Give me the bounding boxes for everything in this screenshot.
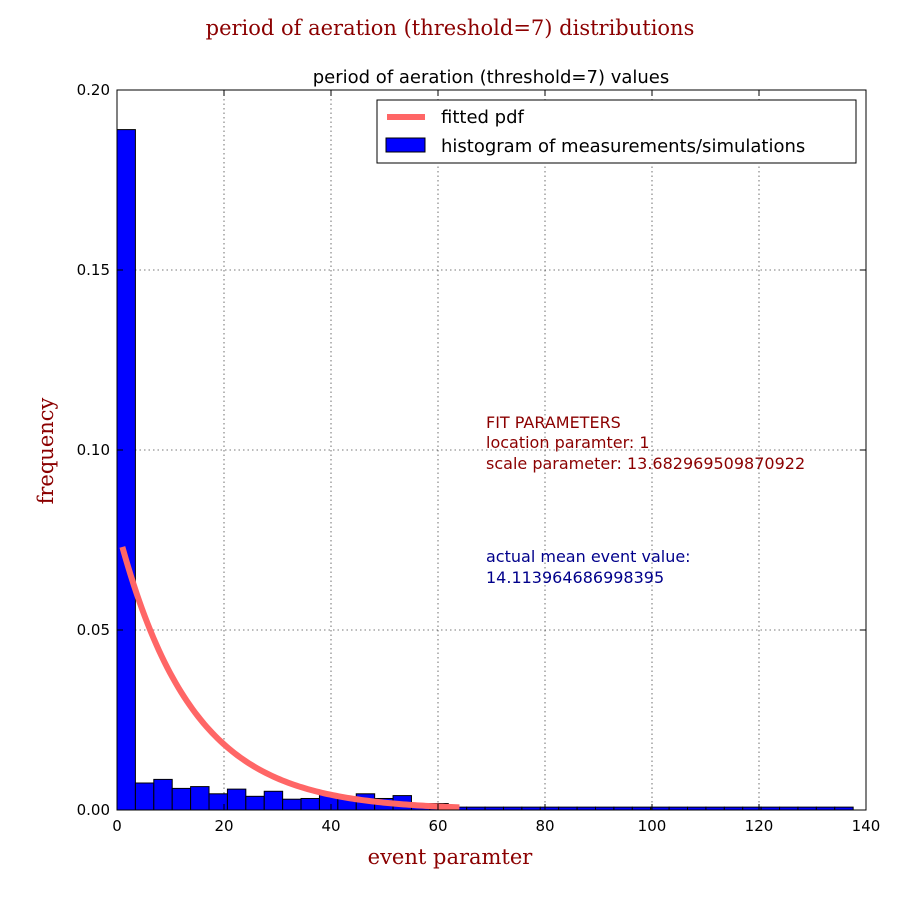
fit-parameters-header: FIT PARAMETERS (486, 413, 621, 432)
histogram-bar (226, 788, 247, 811)
y-tick-label: 0.15 (77, 261, 110, 279)
legend: fitted pdf histogram of measurements/sim… (376, 99, 857, 164)
histogram-bar (190, 786, 210, 811)
x-tick-label: 120 (745, 817, 774, 835)
histogram-bar (171, 787, 192, 811)
legend-histogram-label: histogram of measurements/simulations (441, 136, 805, 157)
mean-value-number: 14.113964686998395 (486, 568, 664, 587)
histogram-bar (245, 795, 265, 811)
axis-ticks: 0 20 40 60 80 100 120 140 0.00 0.05 0.10 0.15 0.20 (77, 81, 881, 835)
histogram-bar (116, 129, 136, 811)
histogram-bar (134, 782, 155, 811)
grid-lines (117, 90, 866, 810)
mean-value-annotation: actual mean event value: 14.113964686998… (486, 547, 691, 587)
x-tick-label: 140 (852, 817, 881, 835)
legend-box (376, 99, 857, 164)
histogram-bar (153, 778, 173, 811)
y-tick-label: 0.05 (77, 621, 110, 639)
x-tick-label: 0 (112, 817, 122, 835)
fitted-pdf-line (119, 546, 460, 811)
y-tick-label: 0.20 (77, 81, 110, 99)
x-tick-label: 80 (535, 817, 554, 835)
y-axis-label: frequency (34, 397, 58, 504)
histogram-bar (300, 797, 320, 811)
histogram-bar (282, 798, 302, 811)
x-tick-label: 100 (638, 817, 667, 835)
x-tick-label: 60 (428, 817, 447, 835)
legend-histogram-swatch (385, 137, 426, 153)
x-axis-label: event paramter (368, 845, 534, 869)
fit-scale-parameter: scale parameter: 13.682969509870922 (486, 454, 805, 473)
y-tick-label: 0.10 (77, 441, 110, 459)
x-tick-label: 20 (214, 817, 233, 835)
chart-title: period of aeration (threshold=7) values (313, 67, 669, 88)
mean-value-label: actual mean event value: (486, 547, 691, 566)
histogram-bar (208, 793, 228, 811)
figure-suptitle: period of aeration (threshold=7) distrib… (206, 16, 695, 40)
legend-fitted-pdf-label: fitted pdf (441, 107, 525, 128)
y-tick-label: 0.00 (77, 801, 110, 819)
fit-location-parameter: location paramter: 1 (486, 433, 650, 452)
fitted-pdf-layer (119, 546, 460, 811)
histogram-bar (263, 790, 284, 811)
x-tick-label: 40 (321, 817, 340, 835)
fit-parameters-annotation: FIT PARAMETERS location paramter: 1 scal… (486, 413, 805, 473)
